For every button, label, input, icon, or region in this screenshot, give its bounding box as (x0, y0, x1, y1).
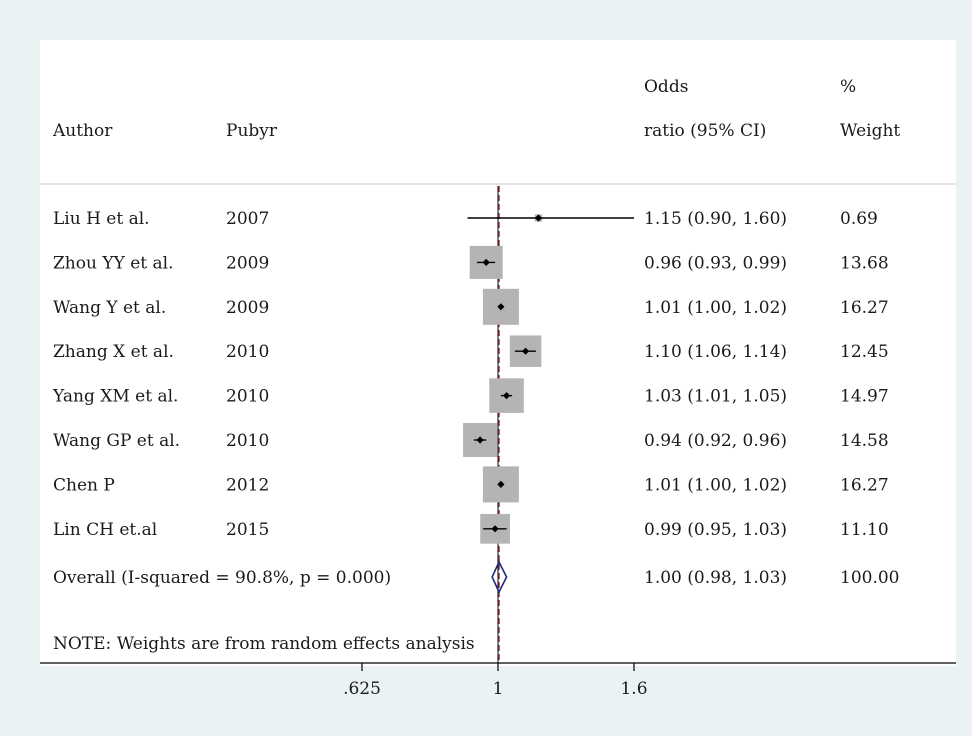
study-row: Zhou YY et al. 2009 0.96 (0.93, 0.99) 13.68 (53, 245, 889, 279)
point-estimate (491, 525, 499, 533)
study-row: Chen P 2012 1.01 (1.00, 1.02) 16.27 (53, 466, 889, 503)
overall-diamond (491, 560, 508, 594)
study-year: 2009 (226, 253, 269, 273)
study-weight-text: 14.97 (840, 387, 889, 407)
point-estimate (521, 347, 530, 355)
x-tick-label: 1.6 (620, 679, 647, 699)
study-row: Liu H et al. 2007 1.15 (0.90, 1.60) 0.69 (53, 209, 878, 229)
study-ci-text: 0.96 (0.93, 0.99) (644, 253, 787, 273)
study-row: Zhang X et al. 2010 1.10 (1.06, 1.14) 12.45 (53, 335, 889, 367)
point-estimate (482, 258, 490, 266)
study-author: Zhou YY et al. (53, 253, 173, 273)
study-author: Chen P (53, 475, 115, 495)
overall-label: Overall (I-squared = 90.8%, p = 0.000) (53, 568, 391, 588)
header-pubyr: Pubyr (226, 121, 278, 141)
study-weight-text: 0.69 (840, 209, 878, 229)
study-ci-text: 1.15 (0.90, 1.60) (644, 209, 787, 229)
study-weight-text: 14.58 (840, 431, 889, 451)
x-tick-label: 1 (493, 679, 504, 699)
study-row: Yang XM et al. 2010 1.03 (1.01, 1.05) 14.97 (52, 378, 889, 413)
study-year: 2010 (226, 387, 269, 407)
study-ci-text: 1.10 (1.06, 1.14) (644, 342, 787, 362)
study-weight-text: 16.27 (840, 475, 889, 495)
study-ci-text: 1.01 (1.00, 1.02) (644, 298, 787, 318)
study-author: Wang GP et al. (53, 431, 180, 451)
point-estimate (502, 392, 511, 400)
study-row: Lin CH et.al 2015 0.99 (0.95, 1.03) 11.10 (53, 513, 889, 544)
study-author: Lin CH et.al (53, 520, 157, 540)
study-author: Wang Y et al. (53, 298, 166, 318)
study-ci-text: 0.99 (0.95, 1.03) (644, 520, 787, 540)
point-estimate (497, 480, 505, 488)
study-author: Zhang X et al. (53, 342, 174, 362)
study-author: Yang XM et al. (52, 387, 178, 407)
study-weight-text: 13.68 (840, 253, 889, 273)
overall-weight-text: 100.00 (840, 568, 899, 588)
point-estimate (476, 436, 484, 444)
study-ci-text: 1.03 (1.01, 1.05) (644, 387, 787, 407)
study-ci-text: 0.94 (0.92, 0.96) (644, 431, 787, 451)
study-year: 2015 (226, 520, 269, 540)
header-weight-line2: Weight (840, 121, 900, 141)
x-tick-label: .625 (343, 679, 381, 699)
study-ci-text: 1.01 (1.00, 1.02) (644, 475, 787, 495)
study-row: Wang Y et al. 2009 1.01 (1.00, 1.02) 16.27 (53, 288, 889, 325)
study-author: Liu H et al. (53, 209, 150, 229)
study-weight-text: 11.10 (840, 520, 889, 540)
header-author: Author (52, 121, 113, 141)
note-text: NOTE: Weights are from random effects an… (53, 634, 475, 654)
header-or-line1: Odds (644, 77, 688, 97)
point-estimate (497, 303, 505, 311)
study-year: 2010 (226, 342, 269, 362)
study-row: Wang GP et al. 2010 0.94 (0.92, 0.96) 14.58 (53, 422, 889, 458)
study-year: 2012 (226, 475, 269, 495)
header-weight-line1: % (840, 77, 856, 97)
study-year: 2009 (226, 298, 269, 318)
overall-ci-text: 1.00 (0.98, 1.03) (644, 568, 787, 588)
point-estimate (534, 214, 543, 222)
study-weight-text: 12.45 (840, 342, 889, 362)
study-weight-text: 16.27 (840, 298, 889, 318)
study-year: 2007 (226, 209, 269, 229)
study-year: 2010 (226, 431, 269, 451)
header-or-line2: ratio (95% CI) (644, 121, 766, 141)
